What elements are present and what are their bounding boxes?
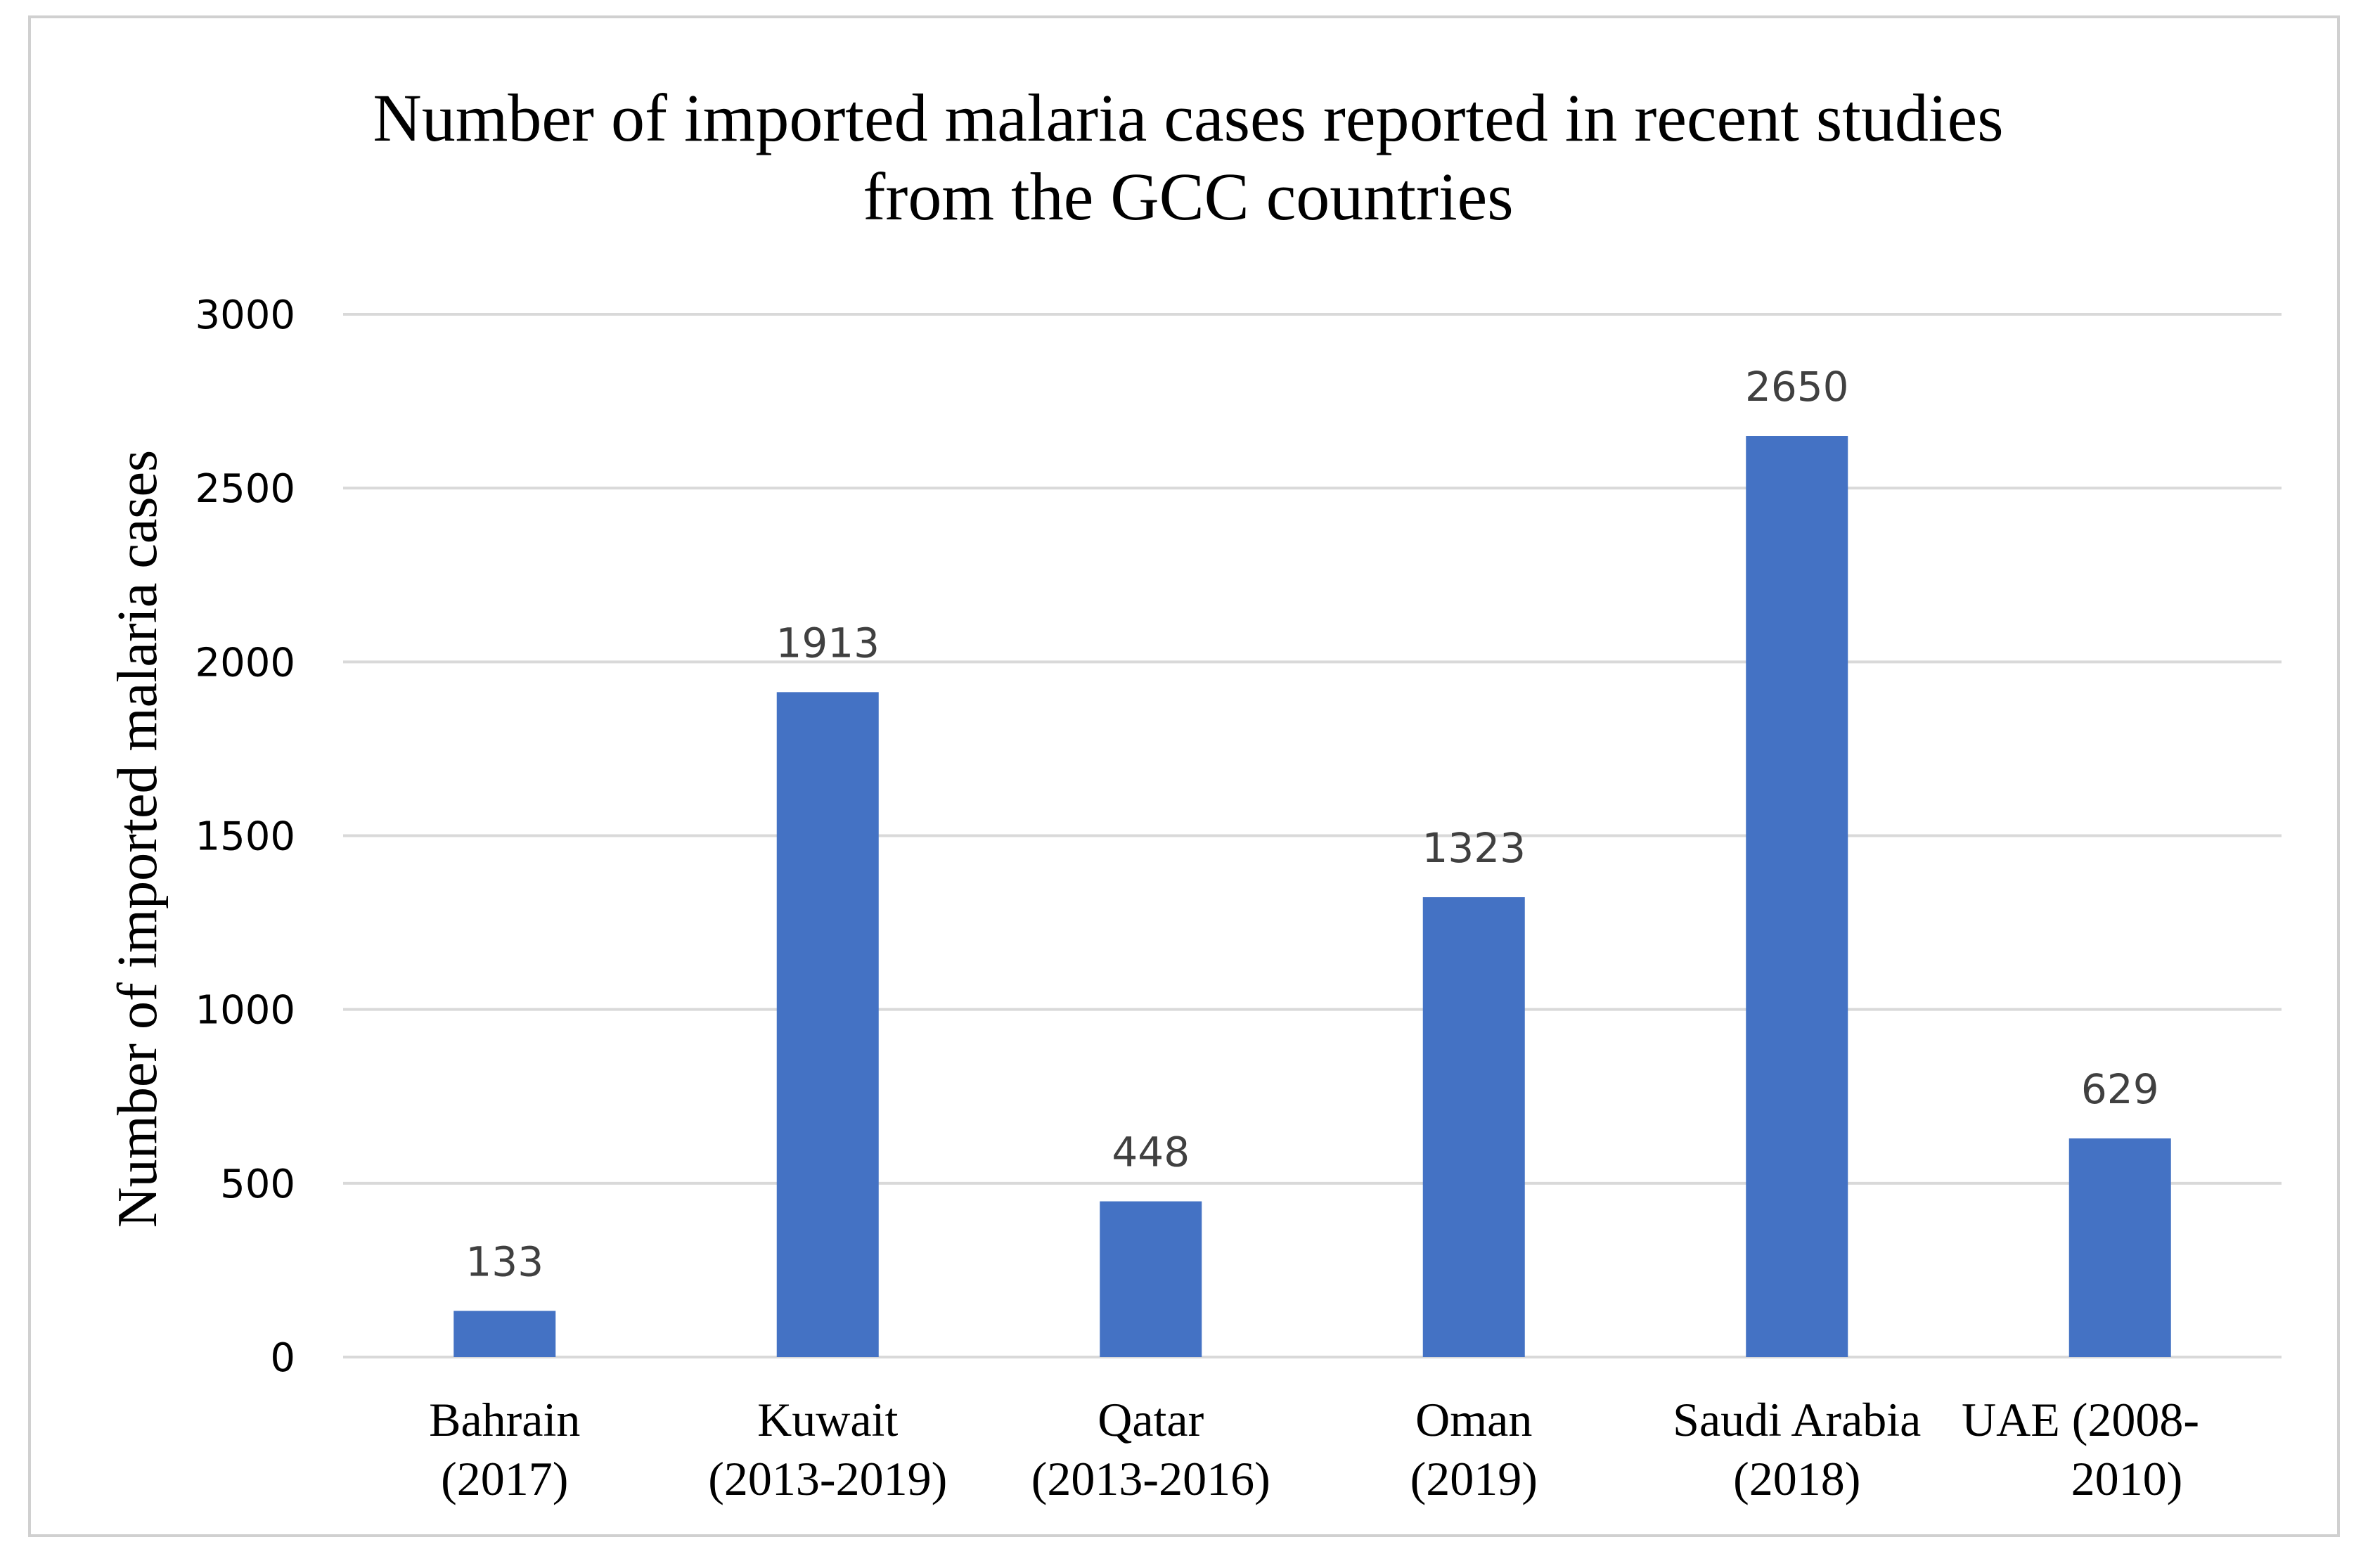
x-tick-label: (2013-2019) — [708, 1452, 947, 1505]
y-tick-label: 3000 — [195, 293, 295, 338]
x-tick-label: 2010) — [2071, 1452, 2183, 1505]
bar-3 — [1422, 897, 1525, 1357]
bar-5 — [2068, 1138, 2171, 1357]
x-tick-label: Kuwait — [757, 1393, 898, 1446]
bar-1 — [776, 692, 879, 1357]
data-label-2: 448 — [1112, 1129, 1190, 1176]
x-tick-label: Oman — [1415, 1393, 1532, 1446]
bars — [453, 436, 2171, 1358]
data-labels: 133 1913 448 1323 2650 629 — [465, 363, 2158, 1285]
y-tick-label: 500 — [220, 1162, 295, 1207]
y-axis-label: Number of imported malaria cases — [107, 450, 169, 1228]
y-tick-label: 1000 — [195, 988, 295, 1034]
x-tick-label: (2018) — [1733, 1452, 1860, 1505]
y-tick-label: 2000 — [195, 640, 295, 686]
chart-title-line-2: from the GCC countries — [863, 159, 1513, 234]
x-axis-ticks: Bahrain (2017) Kuwait (2013-2019) Qatar (2013… — [429, 1393, 2199, 1505]
data-label-4: 2650 — [1745, 363, 1849, 411]
x-tick-label: (2017) — [441, 1452, 568, 1505]
x-tick-label: (2013-2016) — [1031, 1452, 1270, 1505]
x-tick-label: Saudi Arabia — [1673, 1393, 1921, 1446]
x-tick-label: Qatar — [1098, 1393, 1204, 1446]
bar-0 — [453, 1311, 556, 1357]
x-tick-label: UAE (2008- — [1962, 1393, 2199, 1446]
y-tick-label: 0 — [270, 1335, 295, 1381]
y-tick-label: 1500 — [195, 814, 295, 860]
data-label-0: 133 — [465, 1238, 543, 1285]
data-label-1: 1913 — [776, 619, 880, 667]
bar-2 — [1100, 1201, 1202, 1357]
data-label-3: 1323 — [1422, 824, 1526, 872]
data-label-5: 629 — [2081, 1065, 2159, 1113]
x-tick-label: (2019) — [1410, 1452, 1538, 1505]
y-tick-label: 2500 — [195, 466, 295, 512]
bar-4 — [1746, 436, 1848, 1358]
gridlines — [343, 313, 2282, 1358]
chart-title-line-1: Number of imported malaria cases reporte… — [373, 80, 2003, 155]
x-tick-label: Bahrain — [429, 1393, 580, 1446]
y-axis-ticks: 0 500 1000 1500 2000 2500 3000 — [195, 293, 295, 1381]
